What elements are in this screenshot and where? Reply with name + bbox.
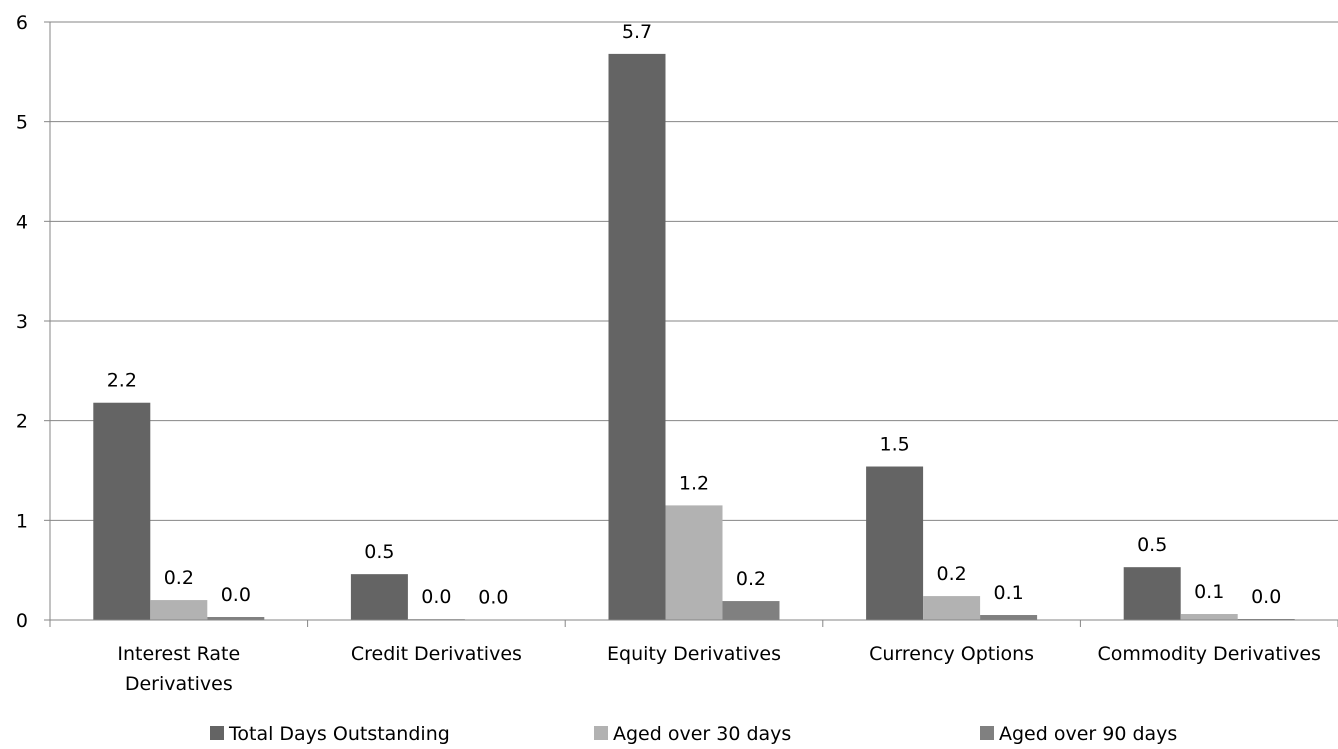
x-category-label: Commodity Derivatives — [1097, 643, 1320, 665]
data-label: 0.0 — [421, 586, 451, 608]
axes: 0 1 2 3 4 5 6 Interest Rate Derivatives Credit De… — [16, 12, 1338, 695]
y-tick-label: 1 — [16, 510, 28, 532]
bar — [207, 617, 265, 620]
data-label: 0.5 — [1137, 534, 1167, 556]
bar — [150, 600, 208, 620]
bar — [980, 615, 1038, 620]
legend-label: Aged over 30 days — [613, 723, 791, 745]
data-label: 0.0 — [478, 587, 508, 609]
legend-swatch — [210, 726, 224, 740]
bar — [866, 466, 924, 620]
data-label: 0.5 — [364, 541, 394, 563]
bar — [722, 601, 780, 620]
bar — [350, 574, 408, 620]
legend: Total Days Outstanding Aged over 30 days A… — [210, 723, 1177, 745]
y-tick-label: 2 — [16, 411, 28, 433]
y-tick-label: 6 — [16, 12, 28, 34]
data-label: 2.2 — [107, 370, 137, 392]
gridlines — [50, 21, 1338, 521]
bar — [1123, 567, 1181, 620]
bar — [923, 596, 981, 620]
bars — [93, 53, 1295, 621]
x-category-label: Credit Derivatives — [351, 643, 522, 665]
y-tick-label: 3 — [16, 311, 28, 333]
legend-swatch — [980, 726, 994, 740]
bar — [1180, 614, 1238, 620]
data-label: 0.2 — [936, 563, 966, 585]
x-category-label: Derivatives — [125, 673, 233, 695]
legend-label: Total Days Outstanding — [228, 723, 450, 745]
data-label: 0.1 — [993, 582, 1023, 604]
y-tick-label: 5 — [16, 112, 28, 134]
x-category-label: Currency Options — [869, 643, 1034, 665]
y-tick-label: 4 — [16, 211, 28, 233]
data-label: 0.2 — [164, 567, 194, 589]
bar — [608, 53, 666, 621]
data-label: 0.2 — [736, 568, 766, 590]
data-label: 0.1 — [1194, 581, 1224, 603]
bar — [665, 505, 723, 620]
x-category-label: Equity Derivatives — [607, 643, 781, 665]
data-label: 1.5 — [879, 434, 909, 456]
data-label: 0.0 — [1251, 586, 1281, 608]
legend-swatch — [594, 726, 608, 740]
x-category-label: Interest Rate — [117, 643, 240, 665]
bar — [93, 402, 151, 620]
data-labels: 2.2 0.2 0.0 0.5 0.0 0.0 5.7 1.2 0.2 1.5 0.2 0.1 0.5 0… — [107, 21, 1282, 609]
legend-label: Aged over 90 days — [999, 723, 1177, 745]
data-label: 0.0 — [221, 584, 251, 606]
y-tick-label: 0 — [16, 610, 28, 632]
data-label: 1.2 — [679, 472, 709, 494]
data-label: 5.7 — [622, 21, 652, 43]
